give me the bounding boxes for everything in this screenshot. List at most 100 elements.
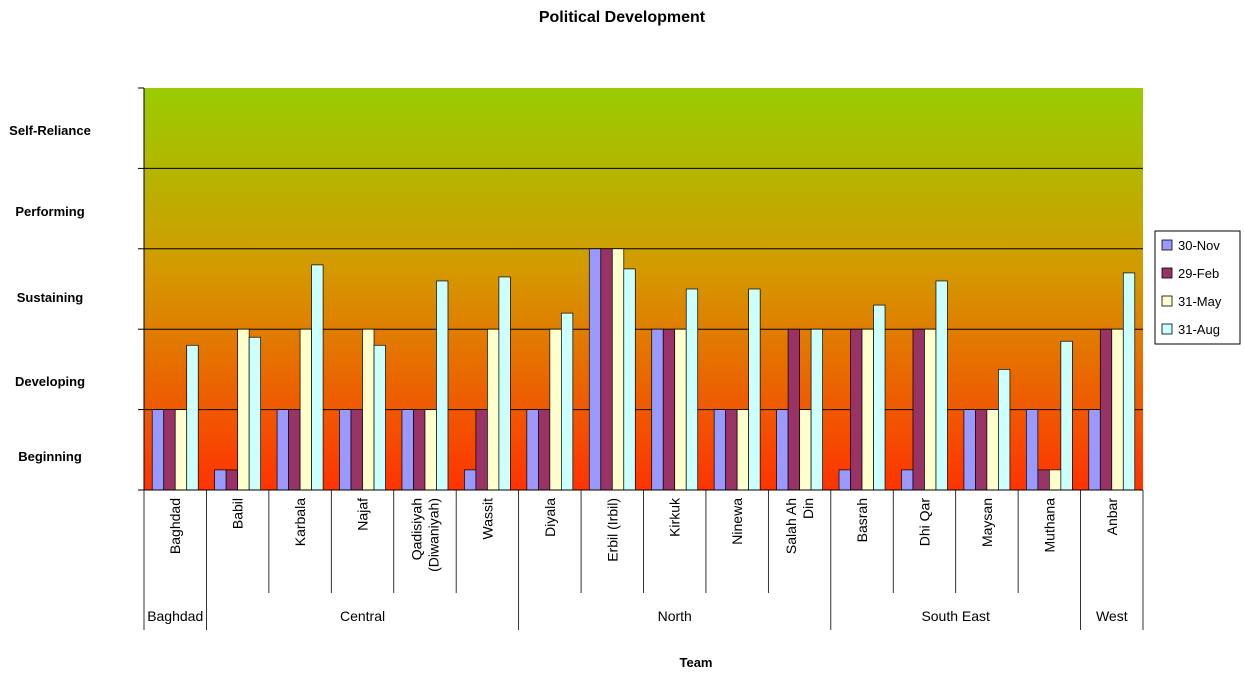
bar	[248, 336, 262, 491]
bar	[498, 276, 511, 491]
chart-title: Political Development	[539, 9, 706, 26]
bar	[861, 328, 874, 491]
bar	[526, 409, 539, 491]
legend-label: 29-Feb	[1178, 266, 1219, 281]
bar	[475, 409, 488, 491]
bar	[362, 328, 375, 491]
bar	[912, 328, 925, 491]
category-label: Erbil (Irbil)	[604, 498, 620, 562]
y-axis: Beginning Developing Sustaining Performing S…	[9, 87, 145, 491]
bar	[611, 248, 625, 491]
bar	[237, 328, 250, 491]
category-label: Babil	[230, 498, 246, 529]
bar	[713, 409, 727, 491]
bar	[787, 328, 800, 491]
bar	[1037, 469, 1050, 491]
bar	[986, 409, 999, 491]
bar	[299, 328, 312, 491]
bar	[850, 328, 863, 491]
category-label: Karbala	[292, 498, 308, 546]
bar	[1122, 272, 1136, 491]
category-label: Muthana	[1041, 498, 1057, 553]
bar	[487, 328, 500, 491]
bar	[662, 328, 676, 491]
bar	[163, 409, 176, 491]
bar	[685, 288, 699, 491]
group-label: West	[1096, 608, 1128, 624]
bar	[736, 409, 750, 491]
legend-swatch	[1161, 239, 1173, 251]
bar	[1025, 409, 1039, 491]
y-level-label: Beginning	[18, 449, 82, 464]
bar	[975, 409, 988, 491]
bar	[810, 328, 823, 491]
bar	[588, 248, 602, 491]
bar	[799, 409, 812, 491]
bar	[560, 312, 574, 491]
bar	[350, 409, 363, 491]
category-label: Baghdad	[167, 498, 183, 554]
group-label: South East	[921, 608, 990, 624]
bar	[311, 264, 324, 491]
bar	[373, 344, 386, 491]
bar	[1060, 340, 1073, 491]
group-label: Central	[340, 608, 385, 624]
bar	[151, 409, 165, 491]
legend-label: 31-May	[1178, 294, 1222, 309]
bar	[600, 248, 613, 491]
bar	[935, 280, 948, 491]
category-label: Ninewa	[729, 498, 745, 545]
bar	[401, 409, 414, 491]
group-label: North	[658, 608, 692, 624]
bar	[873, 304, 886, 491]
legend-swatch	[1161, 323, 1173, 335]
category-label: Basrah	[854, 498, 870, 542]
bar	[748, 288, 761, 491]
bar	[674, 328, 687, 491]
bar	[725, 409, 738, 491]
bar	[339, 409, 352, 491]
category-label: Anbar	[1104, 498, 1120, 536]
category-label: Kirkuk	[667, 497, 683, 537]
y-level-label: Sustaining	[17, 290, 84, 305]
bar	[623, 268, 636, 491]
x-axis-title: Team	[680, 655, 713, 670]
legend-swatch	[1161, 267, 1173, 279]
bar	[276, 409, 289, 491]
bar	[1048, 469, 1062, 491]
bar	[1111, 328, 1124, 491]
legend-label: 30-Nov	[1178, 238, 1220, 253]
x-axis: Baghdad Babil Karbala Najaf Qadisiyah(Diwani…	[143, 489, 1144, 630]
bar	[549, 328, 562, 491]
category-label: Najaf	[355, 498, 371, 531]
legend: 30-Nov 29-Feb 31-May 31-Aug	[1154, 230, 1241, 345]
bar	[214, 469, 227, 491]
bar	[651, 328, 664, 491]
y-level-label: Developing	[15, 374, 85, 389]
group-label: Baghdad	[147, 608, 203, 624]
bar	[998, 369, 1011, 491]
category-label: Wassit	[479, 498, 495, 540]
bar	[225, 469, 239, 491]
category-label: Qadisiyah(Diwaniyah)	[408, 498, 441, 572]
bar	[838, 469, 851, 491]
bar	[1099, 328, 1113, 491]
y-level-label: Self-Reliance	[9, 123, 91, 138]
legend-label: 31-Aug	[1178, 322, 1220, 337]
category-label: Salah AhDin	[783, 498, 816, 554]
bar	[963, 409, 976, 491]
bar	[1088, 409, 1101, 491]
bar	[464, 469, 477, 491]
bar	[413, 409, 426, 491]
bar	[901, 469, 914, 491]
category-label: Diyala	[542, 498, 558, 537]
bar	[776, 409, 789, 491]
y-level-label: Performing	[15, 204, 84, 219]
category-label: Maysan	[979, 498, 995, 547]
bar	[436, 280, 449, 491]
bar	[424, 409, 437, 491]
bar	[288, 409, 301, 491]
bar	[174, 409, 188, 491]
bar	[186, 344, 199, 491]
